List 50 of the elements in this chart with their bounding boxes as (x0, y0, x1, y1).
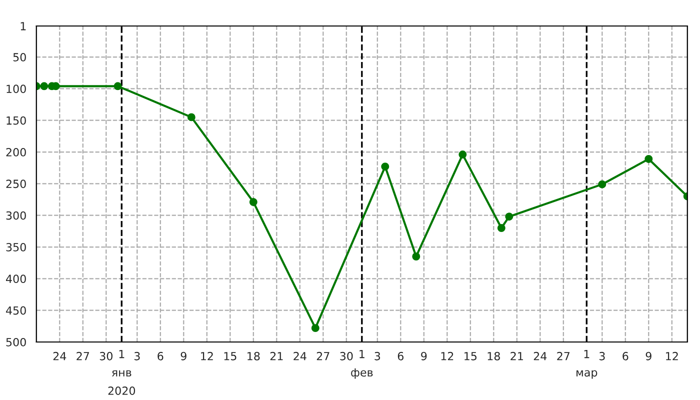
y-tick-label: 450 (6, 306, 26, 315)
y-tick-label: 50 (13, 53, 26, 62)
x-tick-label: 6 (398, 352, 404, 360)
x-tick-label: 9 (421, 352, 427, 360)
point (114, 82, 122, 90)
x-tick-label: 12 (441, 352, 454, 360)
x-tick-label: 3 (134, 352, 140, 360)
point (187, 113, 196, 122)
x-tick-label: 12 (666, 352, 678, 360)
x-tick-label: 15 (224, 352, 236, 360)
x-tick-label: 18 (248, 352, 260, 360)
point (249, 198, 258, 206)
point (40, 82, 48, 90)
x-tick-label: 9 (180, 352, 186, 360)
x-tick-label: 6 (158, 352, 164, 360)
point (598, 180, 606, 188)
point (412, 252, 420, 260)
point (311, 324, 320, 332)
x-tick-label: 9 (646, 352, 652, 360)
x-tick-label: 21 (510, 352, 523, 360)
point (497, 224, 506, 232)
x-tick-label: 6 (622, 352, 628, 360)
x-tick-label: 30 (100, 352, 112, 360)
x-tick-label: 27 (557, 352, 570, 360)
x-tick-label: 21 (270, 352, 283, 360)
x-tick-label: 15 (464, 352, 476, 360)
y-tick-label: 150 (6, 116, 26, 125)
x-tick-label: 24 (294, 352, 306, 360)
x-tick-label: 3 (599, 352, 605, 360)
y-tick-label: 250 (6, 180, 26, 188)
y-tick-label: 100 (6, 84, 26, 94)
x-tick-label: 27 (76, 352, 90, 360)
x-tick-label: 3 (374, 352, 380, 360)
y-tick-label: 1 (20, 22, 26, 30)
x-tick-label: 24 (534, 352, 547, 360)
point (505, 212, 514, 221)
x-tick-label: 12 (201, 352, 213, 360)
x-tick-label: 24 (53, 352, 66, 360)
y-tick-label: 300 (6, 211, 26, 220)
point (458, 150, 467, 159)
y-tick-label: 400 (6, 274, 26, 284)
ref-line-label: 1 мар (576, 350, 598, 379)
y-tick-label: 200 (6, 148, 26, 156)
x-tick-label: 18 (488, 352, 500, 360)
point (644, 154, 653, 163)
x-tick-label: 27 (316, 352, 330, 360)
point (381, 162, 390, 171)
y-tick-label: 500 (6, 338, 26, 346)
y-tick-label: 350 (6, 242, 26, 252)
x-tick-label: 30 (340, 352, 353, 360)
